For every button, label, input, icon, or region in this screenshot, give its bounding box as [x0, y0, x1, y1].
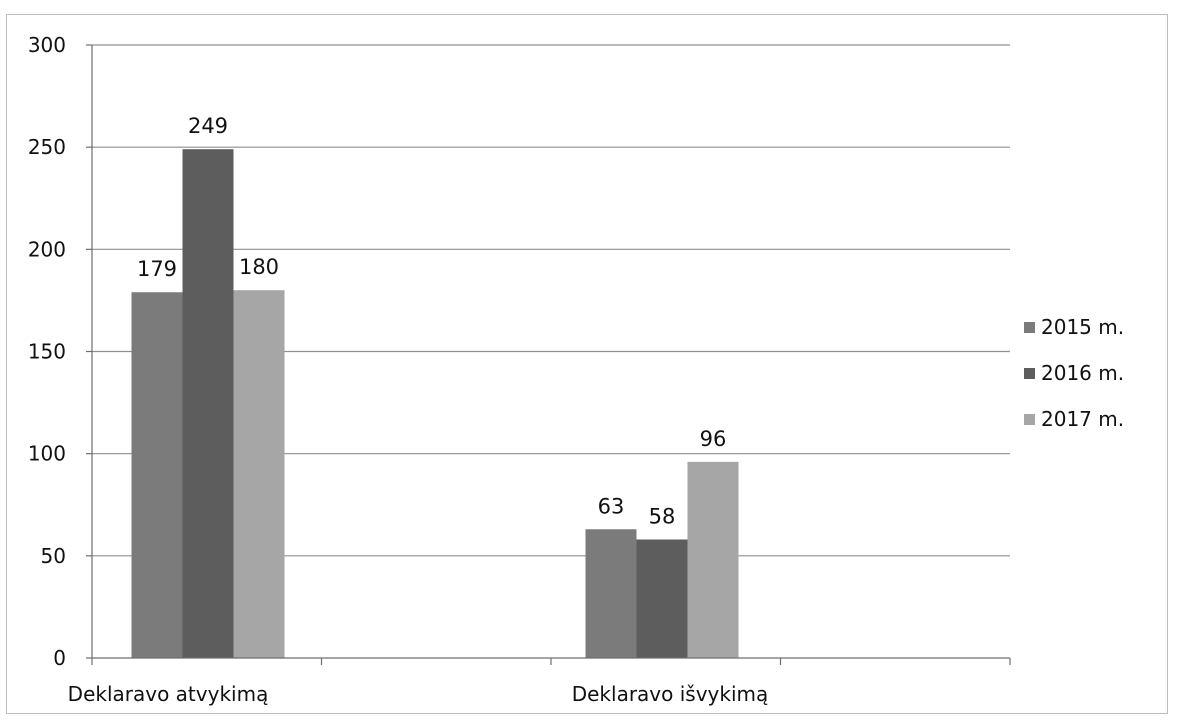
legend-swatch — [1024, 368, 1035, 379]
y-axis-ticks: 0 50 100 150 200 250 300 — [28, 33, 93, 670]
data-label: 63 — [598, 494, 625, 518]
legend-label: 2015 m. — [1041, 315, 1124, 339]
y-tick-label: 200 — [28, 237, 66, 261]
data-label: 249 — [188, 114, 228, 138]
bar — [687, 461, 739, 658]
data-labels: 179 249 180 63 58 96 — [137, 114, 726, 528]
y-tick-label: 250 — [28, 135, 66, 159]
data-label: 58 — [649, 504, 676, 528]
y-tick-label: 150 — [28, 340, 66, 364]
x-category-label: Deklaravo išvykimą — [572, 682, 769, 706]
x-category-label: Deklaravo atvykimą — [68, 682, 269, 706]
data-label: 179 — [137, 257, 177, 281]
bar — [585, 529, 637, 658]
x-axis: Deklaravo atvykimą Deklaravo išvykimą — [68, 657, 1011, 706]
data-label: 180 — [239, 255, 279, 279]
legend-swatch — [1024, 414, 1035, 425]
legend: 2015 m. 2016 m. 2017 m. — [1024, 315, 1124, 431]
legend-swatch — [1024, 322, 1035, 333]
bar — [636, 539, 688, 658]
y-tick-label: 300 — [28, 33, 66, 57]
y-tick-label: 100 — [28, 442, 66, 466]
legend-label: 2017 m. — [1041, 407, 1124, 431]
data-label: 96 — [700, 427, 727, 451]
y-tick-label: 50 — [41, 544, 66, 568]
bar — [182, 149, 234, 658]
bars — [131, 149, 739, 658]
bar — [233, 290, 285, 658]
legend-label: 2016 m. — [1041, 361, 1124, 385]
bar — [131, 292, 183, 658]
y-tick-label: 0 — [53, 646, 66, 670]
